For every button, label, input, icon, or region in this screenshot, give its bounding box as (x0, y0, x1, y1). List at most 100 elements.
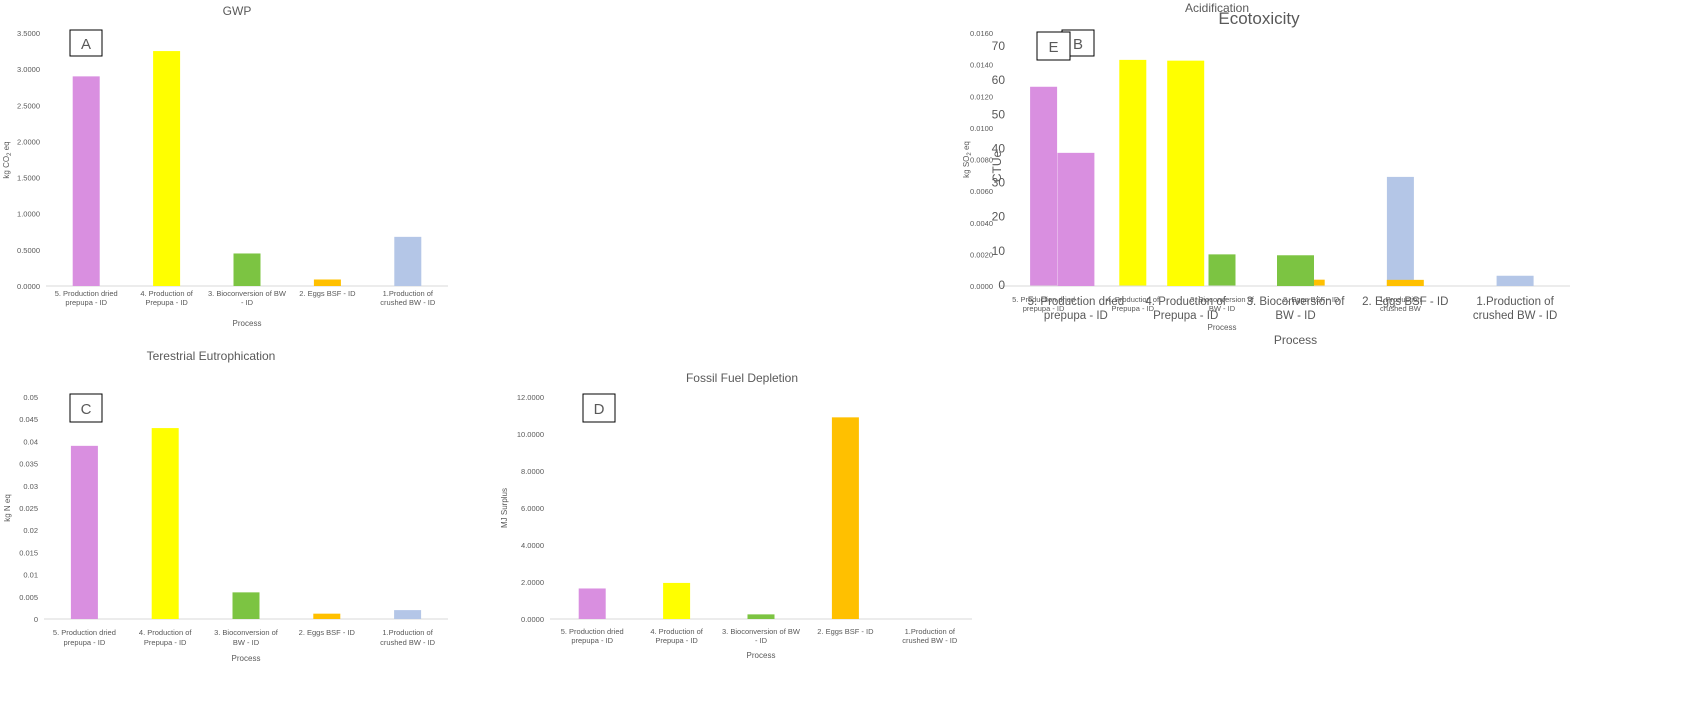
x-tick-label: 1.Production of (382, 628, 433, 637)
x-tick-label: 3. Bioconversion of (1190, 295, 1255, 304)
bar (663, 582, 691, 619)
bar (1496, 275, 1534, 286)
x-tick-label: 5. Production dried (561, 627, 624, 636)
badge-label: A (81, 36, 91, 53)
y-axis-label: kg SO2 eq (962, 141, 973, 178)
y-axis-label-part: kg SO (962, 156, 971, 178)
y-axis-label-subscript: 2 (7, 152, 13, 156)
y-tick-label: 1.0000 (17, 210, 40, 219)
x-tick-label: 3. Bioconversion of (1247, 296, 1346, 308)
chart-ecotoxicity: Ecotoxicity E Process CTUe 0 10 20 30 40 50 60 70 5.… (990, 9, 1570, 347)
y-tick-label: 0.0100 (970, 124, 993, 133)
x-tick-label: 4. Production of (139, 628, 192, 637)
bar (1208, 254, 1236, 286)
bar (232, 592, 260, 619)
y-tick-label: 30 (992, 176, 1006, 190)
chart-title: Terestrial Eutrophication (147, 349, 276, 363)
y-tick-label: 0.045 (19, 415, 38, 424)
chart-title: GWP (223, 4, 252, 18)
x-tick-label: 5. Production dried (1028, 296, 1125, 308)
x-tick-label: - ID (241, 298, 254, 307)
x-tick-label: Prepupa - ID (144, 638, 187, 647)
x-tick-label: 4. Production of (140, 289, 193, 298)
badge-label: C (81, 401, 92, 418)
x-tick-label: BW - ID (1209, 304, 1236, 313)
badge: C (69, 393, 103, 423)
bar (233, 253, 261, 286)
x-tick-label: 5. Production dried (55, 289, 118, 298)
bar (70, 445, 98, 619)
x-tick-label: prepupa - ID (1023, 304, 1065, 313)
bar (1030, 86, 1058, 286)
y-tick-label: 20 (992, 210, 1006, 224)
y-tick-label: 0.0160 (970, 29, 993, 38)
x-tick-label: crushed BW (1380, 304, 1422, 313)
bar (394, 610, 422, 619)
x-tick-label: crushed BW - ID (380, 638, 436, 647)
x-tick-label: Prepupa - ID (1112, 304, 1155, 313)
y-tick-label: 12.0000 (517, 393, 544, 402)
chart-gwp: GWP A Process kg CO2 eq 0.0000 0.5000 1.00… (2, 4, 448, 328)
y-tick-label: 0.05 (23, 393, 38, 402)
y-tick-label: 0 (998, 278, 1005, 292)
x-tick-label: BW - ID (1275, 310, 1315, 322)
y-axis-label-part: eq (2, 141, 11, 152)
bar (1386, 176, 1414, 286)
y-tick-label: 40 (992, 141, 1006, 155)
y-tick-label: 0.04 (23, 437, 38, 446)
x-tick-label: crushed BW - ID (380, 298, 436, 307)
x-tick-label: crushed BW - ID (1473, 310, 1557, 322)
y-tick-label: 0.0120 (970, 92, 993, 101)
bar (1386, 279, 1424, 286)
x-tick-label: Prepupa - ID (1153, 310, 1218, 322)
y-tick-label: 60 (992, 73, 1006, 87)
x-tick-label: - ID (755, 636, 768, 645)
bar (394, 236, 422, 286)
x-axis-label: Process (232, 654, 261, 663)
y-tick-label: 1.5000 (17, 174, 40, 183)
y-tick-label: 3.5000 (17, 29, 40, 38)
badge-label: B (1073, 36, 1083, 53)
bar (1119, 59, 1147, 286)
chart-terrestrial-eutrophication: Terestrial Eutrophication C Process kg N eq… (3, 349, 448, 663)
bar (313, 279, 341, 286)
y-tick-label: 0.005 (19, 593, 38, 602)
x-tick-label: 4. Production of (650, 627, 703, 636)
x-tick-label: 4. Production of (1145, 296, 1226, 308)
x-tick-label: 1.Production (1379, 295, 1421, 304)
y-tick-label: 0.0000 (521, 615, 544, 624)
y-tick-label: 0.0000 (17, 282, 40, 291)
x-axis-label: Process (233, 319, 262, 328)
x-tick-label: 3. Bioconversion of (214, 628, 279, 637)
x-tick-label: prepupa - ID (1044, 310, 1108, 322)
y-tick-label: 2.0000 (521, 578, 544, 587)
y-tick-label: 0.03 (23, 482, 38, 491)
y-tick-label: 0.0040 (970, 219, 993, 228)
badge-label: E (1048, 39, 1058, 56)
x-tick-label: prepupa - ID (64, 638, 106, 647)
chart-fossil-fuel-depletion: Fossil Fuel Depletion D Process MJ Surplus 0… (500, 371, 972, 660)
x-tick-label: prepupa - ID (65, 298, 107, 307)
y-tick-label: 0.02 (23, 526, 38, 535)
x-axis-label: Process (1208, 323, 1237, 332)
chart-title: Ecotoxicity (1218, 9, 1300, 28)
bar (151, 428, 179, 619)
y-tick-label: 10.0000 (517, 430, 544, 439)
x-tick-label: 5. Production dried (1012, 295, 1075, 304)
x-tick-label: 1.Production of (383, 289, 434, 298)
y-tick-label: 0.0080 (970, 156, 993, 165)
x-tick-label: 3. Bioconversion of BW (208, 289, 287, 298)
x-tick-label: 1.Production of (905, 627, 956, 636)
y-axis-label: CTUe (990, 151, 1004, 183)
bar (1167, 60, 1205, 287)
x-tick-label: crushed BW - ID (902, 636, 958, 645)
bar (1057, 152, 1095, 286)
x-tick-label: 2. Eggs BSF - ID (299, 628, 356, 637)
y-axis-label-part: kg CO (2, 156, 11, 179)
x-axis-label: Process (1274, 333, 1317, 347)
y-tick-label: 4.0000 (521, 541, 544, 550)
y-axis-label: MJ Surplus (500, 488, 509, 528)
y-tick-label: 8.0000 (521, 467, 544, 476)
y-tick-label: 50 (992, 107, 1006, 121)
y-tick-label: 2.0000 (17, 137, 40, 146)
